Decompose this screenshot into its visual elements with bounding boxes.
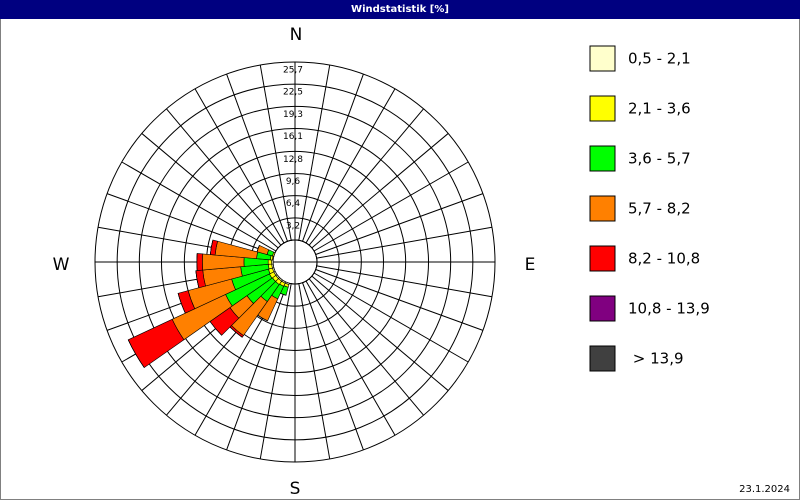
r-tick-label: 6,4	[286, 199, 301, 209]
r-tick-label: 12,8	[283, 155, 303, 165]
wedge	[282, 241, 286, 245]
wedge	[304, 279, 308, 283]
wedge	[267, 259, 273, 265]
date-label: 23.1.2024	[739, 484, 790, 495]
legend-swatch	[589, 95, 616, 122]
title-bar: Windstatistik [%]	[0, 0, 800, 19]
r-tick-label: 22,5	[283, 88, 303, 98]
compass-label: W	[53, 255, 70, 275]
wedge	[314, 252, 317, 257]
r-tick-label: 25,7	[283, 66, 303, 76]
compass-label: S	[290, 479, 301, 499]
r-tick-label: 3,2	[286, 221, 300, 231]
legend-swatch	[589, 295, 616, 322]
wedge	[300, 281, 305, 284]
wedge	[312, 249, 316, 253]
compass-label: E	[525, 255, 536, 275]
legend-swatch	[589, 145, 616, 172]
compass-label: N	[290, 25, 303, 45]
legend-swatch	[589, 195, 616, 222]
wedge	[310, 246, 314, 250]
r-tick-label: 16,1	[283, 132, 303, 142]
legend-label: 2,1 - 3,6	[628, 100, 691, 118]
legend-label: 8,2 - 10,8	[628, 250, 700, 268]
legend-label: 5,7 - 8,2	[628, 200, 691, 218]
wedge	[276, 246, 280, 250]
wedge	[127, 318, 185, 368]
legend-swatch	[589, 345, 616, 372]
wedge	[256, 245, 260, 252]
wedge	[279, 243, 283, 247]
legend-swatch	[589, 45, 616, 72]
legend-label: 10,8 - 13,9	[628, 300, 710, 318]
legend-label: > 13,9	[628, 350, 684, 368]
r-tick-label: 9,6	[286, 177, 301, 187]
wedge	[307, 277, 311, 281]
legend-label: 0,5 - 2,1	[628, 50, 691, 68]
legend-swatch	[589, 245, 616, 272]
legend-label: 3,6 - 5,7	[628, 150, 691, 168]
r-tick-label: 19,3	[283, 110, 303, 120]
wedge	[196, 253, 204, 271]
wedge	[285, 240, 290, 243]
